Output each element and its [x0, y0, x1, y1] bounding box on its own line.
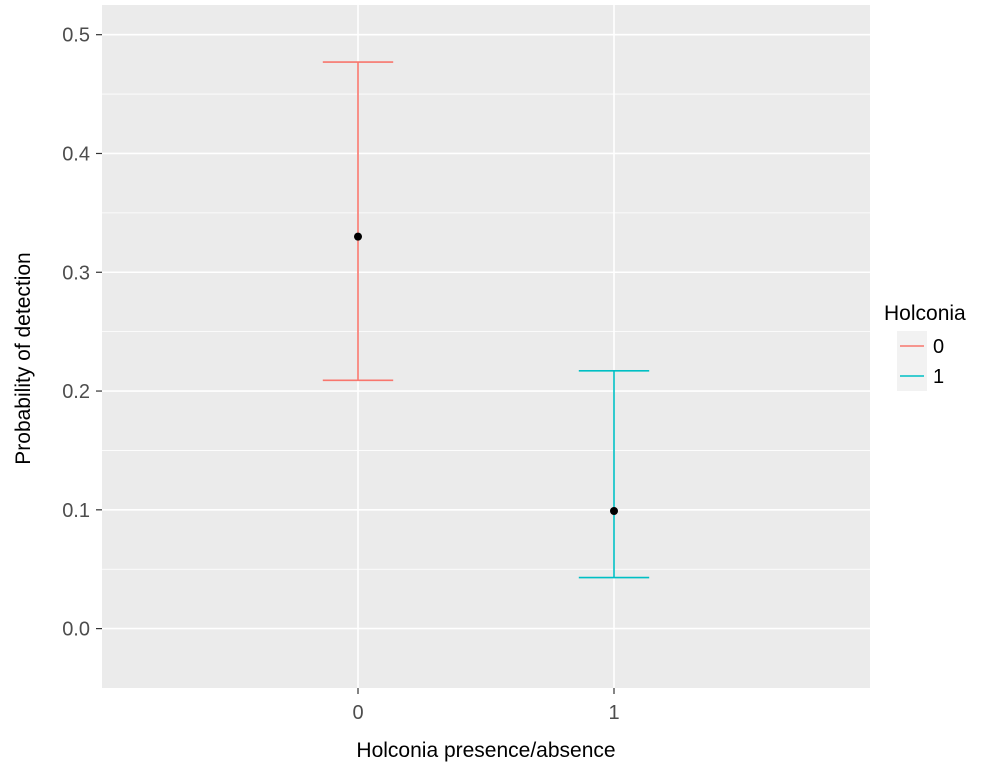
y-tick-label: 0.4 [62, 143, 90, 165]
y-tick-label: 0.2 [62, 381, 90, 403]
y-tick-label: 0.3 [62, 262, 90, 284]
y-axis-title: Probability of detection [12, 252, 35, 464]
points [354, 232, 618, 516]
legend: Holconia 01 [884, 302, 966, 391]
legend-entry-0: 0 [897, 331, 944, 361]
errorbar-0 [322, 61, 394, 382]
legend-entries: 01 [897, 331, 944, 391]
point-estimate-0 [354, 232, 362, 241]
plot-panel [102, 5, 870, 688]
legend-label: 0 [933, 336, 944, 358]
y-tick-label: 0.1 [62, 500, 90, 522]
errorbar-1 [578, 370, 650, 579]
y-axis: 0.0 0.1 0.2 0.3 0.4 0.5 [62, 25, 102, 641]
y-tick-label: 0.0 [62, 619, 90, 641]
grid-minor [102, 93, 870, 570]
point-estimate-1 [610, 507, 618, 516]
x-tick-label: 0 [352, 702, 363, 724]
errorbars [322, 61, 650, 579]
y-tick-label: 0.5 [62, 25, 90, 47]
x-axis-title: Holconia presence/absence [356, 739, 615, 762]
legend-label: 1 [933, 366, 944, 388]
legend-entry-1: 1 [897, 361, 944, 391]
legend-title: Holconia [884, 302, 966, 325]
x-tick-label: 1 [608, 702, 619, 724]
